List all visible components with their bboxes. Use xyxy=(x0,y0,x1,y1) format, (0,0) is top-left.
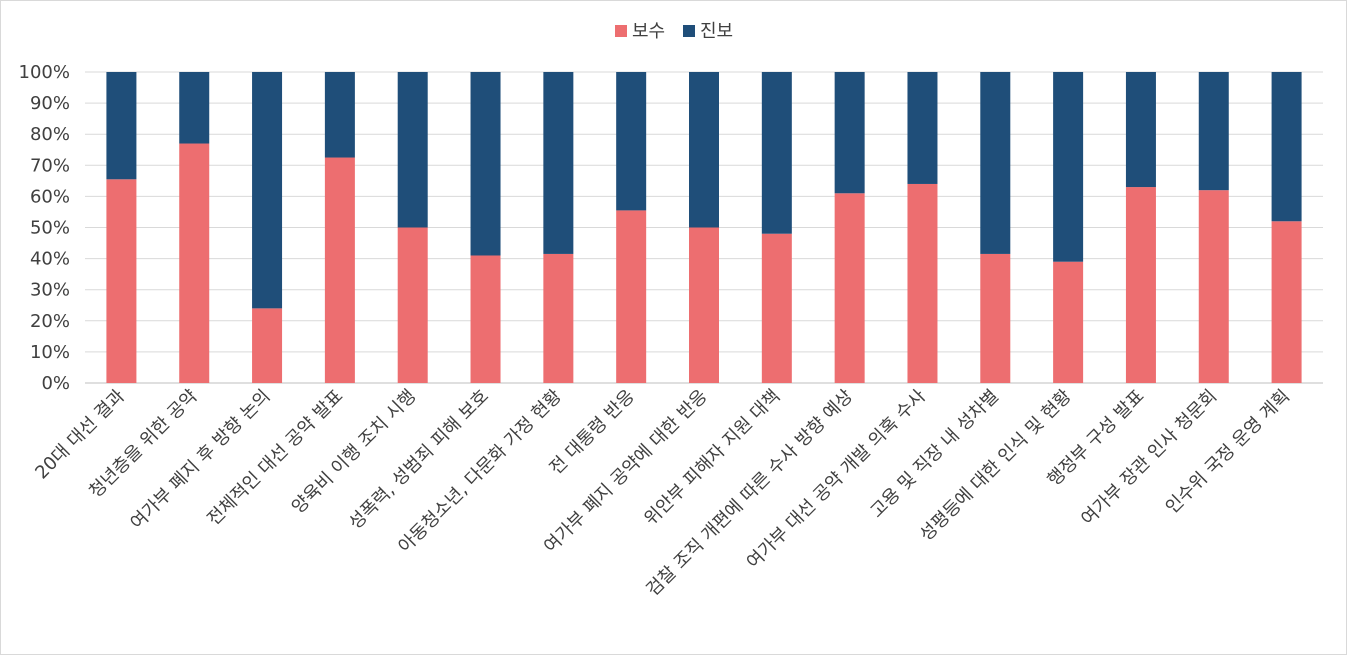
legend-label-progressive: 진보 xyxy=(700,21,733,42)
y-tick-label: 20% xyxy=(30,311,70,332)
bar-progressive-6 xyxy=(470,72,501,256)
bar-progressive-15 xyxy=(1125,72,1156,188)
bar-conservative-12 xyxy=(907,183,938,383)
bar-progressive-16 xyxy=(1198,72,1229,191)
x-category-label: 여가부 폐지 후 방향 논의 xyxy=(126,386,274,534)
y-tick-label: 60% xyxy=(30,186,70,207)
bar-progressive-1 xyxy=(106,72,137,180)
bar-conservative-15 xyxy=(1125,187,1156,383)
bar-conservative-13 xyxy=(980,253,1011,383)
bar-progressive-7 xyxy=(543,72,574,254)
bar-conservative-9 xyxy=(689,227,719,383)
bar-conservative-4 xyxy=(324,157,355,383)
bar-conservative-10 xyxy=(761,233,792,383)
bar-progressive-3 xyxy=(252,72,283,309)
bar-progressive-8 xyxy=(616,72,647,211)
bar-progressive-12 xyxy=(907,72,938,184)
y-tick-label: 30% xyxy=(30,280,70,301)
bar-progressive-14 xyxy=(1053,72,1084,262)
legend-swatch-conservative xyxy=(615,25,627,37)
x-category-label: 인수위 국정 운영 계획 xyxy=(1162,386,1294,518)
legend-swatch-progressive xyxy=(683,25,695,37)
bar-conservative-16 xyxy=(1198,190,1229,383)
x-category-label: 위안부 피해자 지원 대책 xyxy=(640,386,784,530)
x-category-label: 성폭력, 성범죄 피해 보호 xyxy=(345,386,493,534)
bar-progressive-10 xyxy=(761,72,792,234)
bar-conservative-8 xyxy=(616,210,647,383)
bar-progressive-13 xyxy=(980,72,1011,254)
x-category-label: 고용 및 직장 내 성차별 xyxy=(866,386,1002,522)
bar-conservative-3 xyxy=(252,308,283,383)
y-tick-label: 0% xyxy=(41,373,70,394)
x-category-label: 성평등에 대한 인식 및 현황 xyxy=(916,386,1076,546)
y-axis: 0% 10% 20% 30% 40% 50% 60% 70% 80% 90% 100% xyxy=(19,62,70,394)
bar-progressive-9 xyxy=(689,72,719,228)
x-category-label: 여가부 장관 인사 청문회 xyxy=(1077,386,1221,530)
bar-conservative-14 xyxy=(1053,261,1084,383)
x-category-label: 양육비 이행 조치 시행 xyxy=(288,386,420,518)
bar-progressive-5 xyxy=(397,72,428,228)
bar-conservative-5 xyxy=(397,227,428,383)
y-tick-label: 80% xyxy=(30,124,70,145)
y-tick-label: 50% xyxy=(30,218,70,239)
bar-conservative-11 xyxy=(834,193,865,383)
legend-label-conservative: 보수 xyxy=(632,21,665,42)
bar-progressive-17 xyxy=(1271,72,1302,222)
bars xyxy=(106,72,1302,383)
bar-conservative-7 xyxy=(543,253,574,383)
bar-progressive-11 xyxy=(834,72,865,194)
y-tick-label: 90% xyxy=(30,93,70,114)
y-tick-label: 10% xyxy=(30,342,70,363)
x-category-label: 전체적인 대선 공약 발표 xyxy=(203,386,347,530)
bar-progressive-2 xyxy=(179,72,210,144)
y-tick-label: 70% xyxy=(30,155,70,176)
bar-conservative-1 xyxy=(106,179,137,383)
bar-conservative-2 xyxy=(179,143,210,383)
bar-conservative-17 xyxy=(1271,221,1302,383)
legend: 보수 진보 xyxy=(615,21,733,42)
y-tick-label: 100% xyxy=(19,62,70,83)
y-tick-label: 40% xyxy=(30,249,70,270)
bar-progressive-4 xyxy=(324,72,355,158)
bar-conservative-6 xyxy=(470,255,501,383)
